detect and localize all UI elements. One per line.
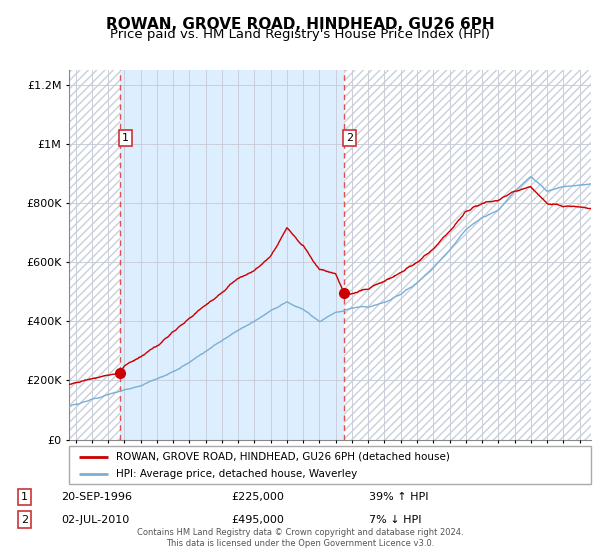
Text: 2: 2 xyxy=(346,133,353,143)
Text: 1: 1 xyxy=(20,492,28,502)
Text: 7% ↓ HPI: 7% ↓ HPI xyxy=(369,515,422,525)
Text: 20-SEP-1996: 20-SEP-1996 xyxy=(61,492,132,502)
Bar xyxy=(344,70,591,440)
FancyBboxPatch shape xyxy=(69,446,591,484)
Text: 2: 2 xyxy=(20,515,28,525)
Text: 39% ↑ HPI: 39% ↑ HPI xyxy=(369,492,428,502)
Text: £225,000: £225,000 xyxy=(231,492,284,502)
Text: ROWAN, GROVE ROAD, HINDHEAD, GU26 6PH (detached house): ROWAN, GROVE ROAD, HINDHEAD, GU26 6PH (d… xyxy=(116,451,450,461)
Text: Price paid vs. HM Land Registry's House Price Index (HPI): Price paid vs. HM Land Registry's House … xyxy=(110,28,490,41)
Text: 02-JUL-2010: 02-JUL-2010 xyxy=(61,515,129,525)
Text: £495,000: £495,000 xyxy=(231,515,284,525)
Text: Contains HM Land Registry data © Crown copyright and database right 2024.
This d: Contains HM Land Registry data © Crown c… xyxy=(137,528,463,548)
Text: 1: 1 xyxy=(122,133,129,143)
Bar xyxy=(120,70,344,440)
Bar xyxy=(69,70,120,440)
Text: HPI: Average price, detached house, Waverley: HPI: Average price, detached house, Wave… xyxy=(116,469,357,479)
Text: ROWAN, GROVE ROAD, HINDHEAD, GU26 6PH: ROWAN, GROVE ROAD, HINDHEAD, GU26 6PH xyxy=(106,17,494,32)
